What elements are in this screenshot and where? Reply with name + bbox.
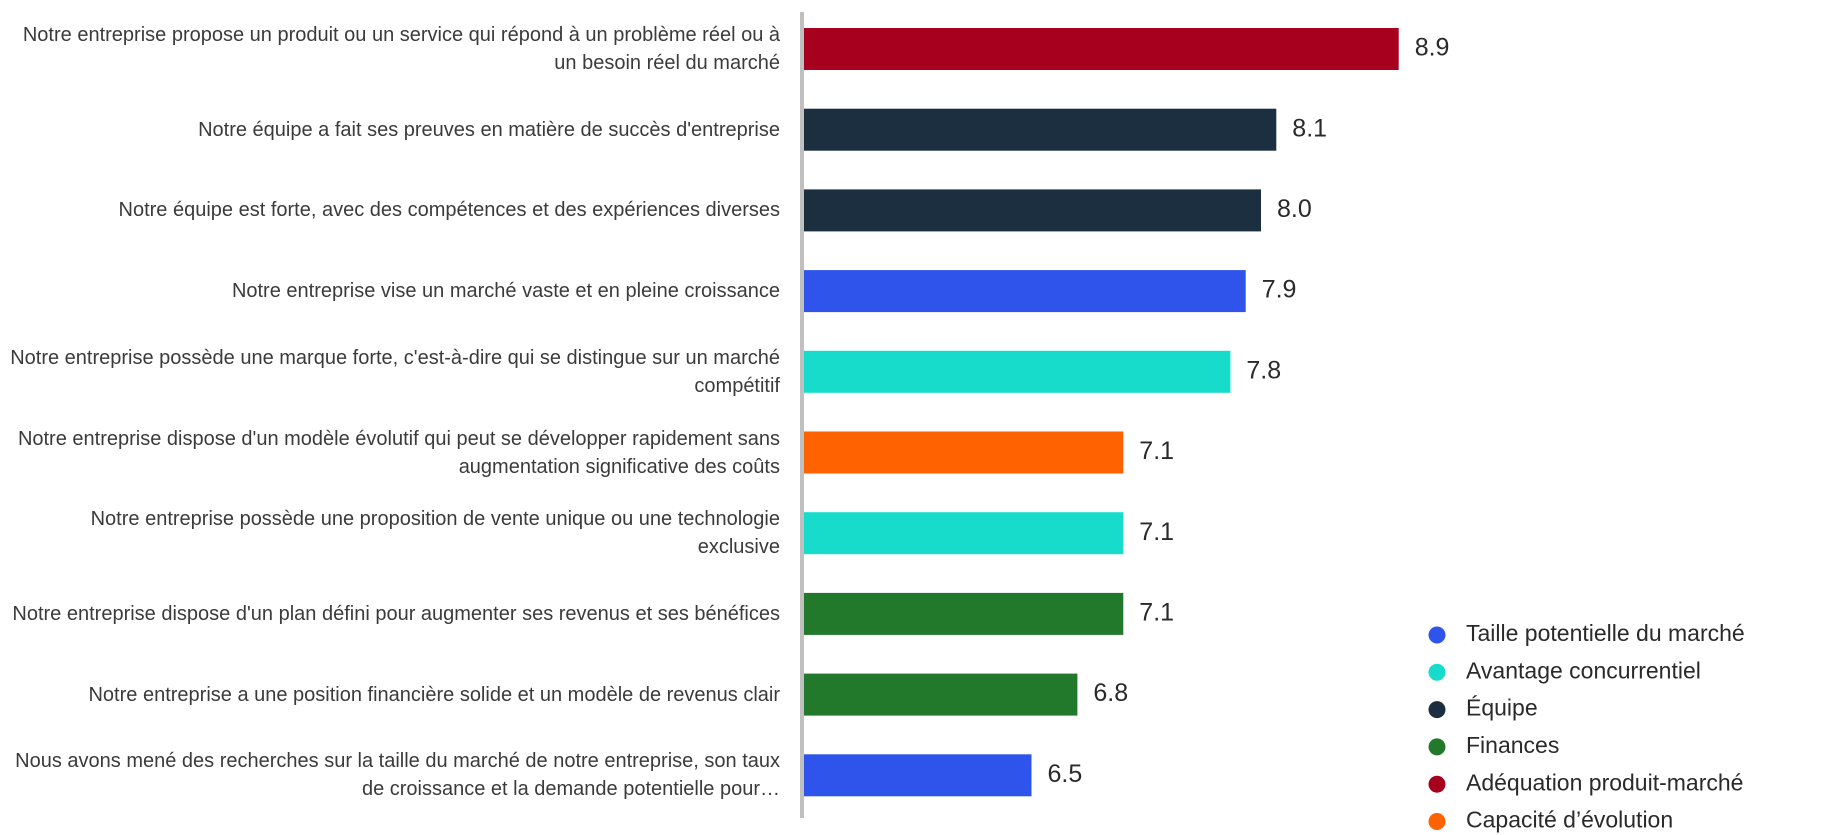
bar <box>802 512 1124 555</box>
value-label: 6.8 <box>1093 679 1128 707</box>
bar <box>802 673 1078 716</box>
legend-label: Adéquation produit-marché <box>1466 769 1743 795</box>
bar <box>802 754 1032 797</box>
legend-label: Finances <box>1466 732 1559 758</box>
value-label: 7.8 <box>1246 356 1281 384</box>
legend-label: Taille potentielle du marché <box>1466 620 1745 646</box>
legend-marker <box>1428 775 1446 793</box>
bar <box>802 350 1231 393</box>
bar <box>802 28 1399 70</box>
legend-label: Équipe <box>1466 695 1538 721</box>
category-label: Notre entreprise a une position financiè… <box>88 683 780 706</box>
category-label: Notre entreprise possède une proposition… <box>90 508 780 559</box>
category-label: Notre entreprise dispose d'un plan défin… <box>12 602 780 625</box>
value-label: 7.9 <box>1262 276 1297 304</box>
category-label: Notre entreprise propose un produit ou u… <box>22 24 780 74</box>
value-label: 7.1 <box>1139 437 1174 465</box>
legend-label: Avantage concurrentiel <box>1466 657 1701 683</box>
value-label: 7.1 <box>1139 599 1174 627</box>
legend-label: Capacité d’évolution <box>1466 807 1673 833</box>
legend-marker <box>1428 626 1446 644</box>
bar <box>802 189 1261 232</box>
value-label: 8.1 <box>1292 114 1327 142</box>
legend-marker <box>1428 813 1446 830</box>
bar <box>802 270 1246 313</box>
category-label: Notre équipe a fait ses preuves en matiè… <box>198 118 780 141</box>
category-label: Notre entreprise possède une marque fort… <box>10 346 780 397</box>
value-label: 8.0 <box>1277 195 1312 223</box>
category-label: Notre entreprise vise un marché vaste et… <box>231 280 780 303</box>
legend-marker <box>1428 663 1446 681</box>
value-label: 6.5 <box>1048 760 1083 788</box>
bar <box>802 431 1124 474</box>
value-label: 8.9 <box>1415 34 1450 62</box>
category-label: Notre entreprise dispose d'un modèle évo… <box>17 427 780 478</box>
legend-marker <box>1428 738 1446 756</box>
category-label: Nous avons mené des recherches sur la ta… <box>15 750 780 801</box>
category-label: Notre équipe est forte, avec des compéte… <box>118 199 780 222</box>
legend-marker <box>1428 701 1446 719</box>
bar <box>802 108 1277 151</box>
bar <box>802 592 1124 635</box>
value-label: 7.1 <box>1139 518 1174 546</box>
